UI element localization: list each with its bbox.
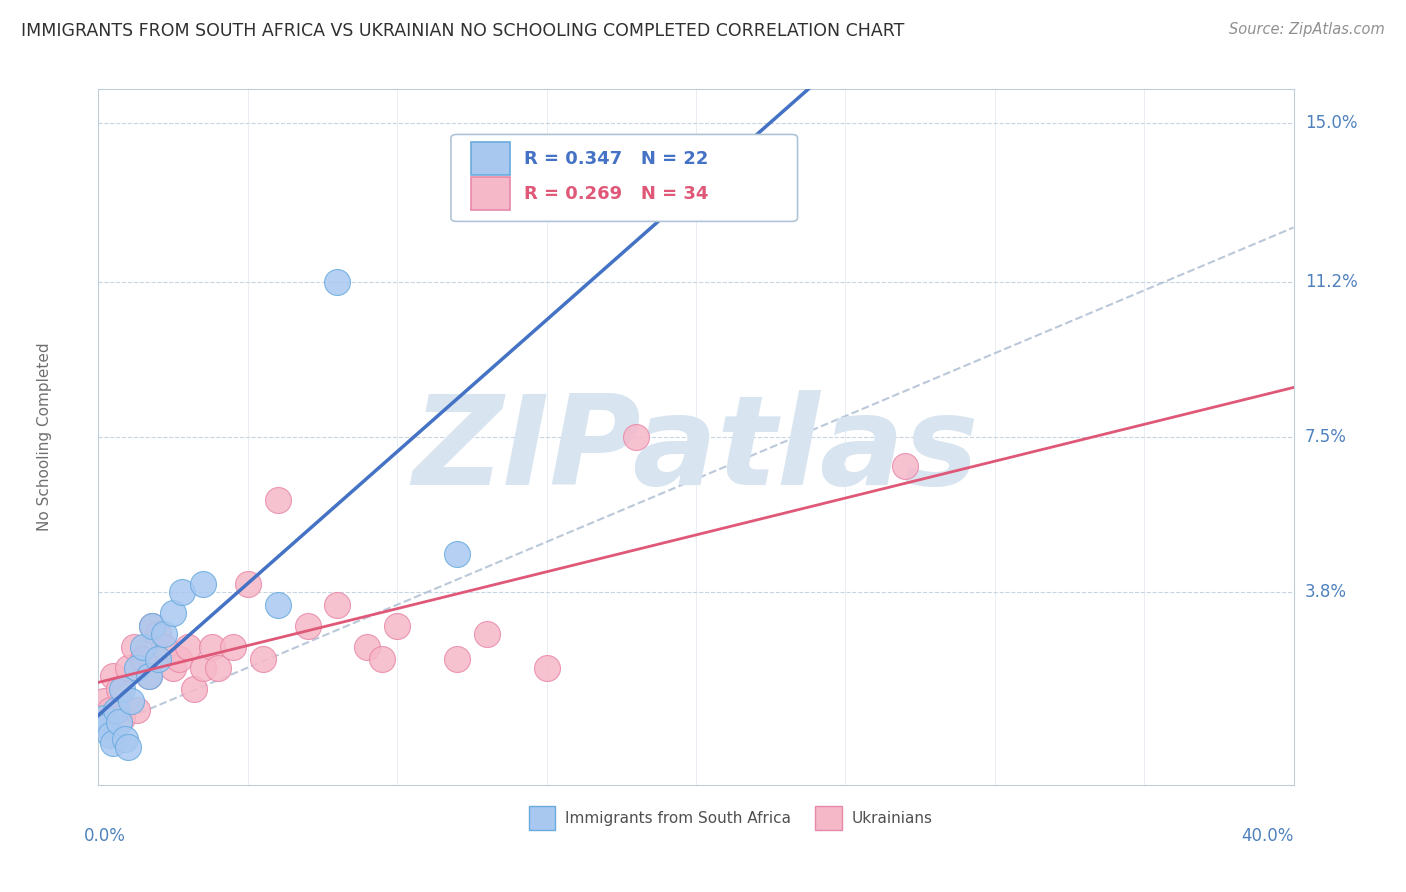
Point <box>96 719 118 733</box>
Point <box>297 618 319 632</box>
Point <box>105 702 128 716</box>
Point <box>153 640 176 654</box>
Point <box>93 711 115 725</box>
FancyBboxPatch shape <box>451 135 797 221</box>
Point <box>148 652 170 666</box>
Point <box>191 576 214 591</box>
Point <box>148 627 170 641</box>
Point <box>201 640 224 654</box>
Text: Source: ZipAtlas.com: Source: ZipAtlas.com <box>1229 22 1385 37</box>
Point <box>267 598 290 612</box>
Point <box>120 694 142 708</box>
Text: ZIPatlas: ZIPatlas <box>413 391 979 511</box>
Point <box>446 652 468 666</box>
Point <box>108 681 131 696</box>
Text: R = 0.347   N = 22: R = 0.347 N = 22 <box>524 150 709 168</box>
Point <box>93 694 115 708</box>
Point <box>132 640 155 654</box>
Point <box>111 711 134 725</box>
Point <box>207 660 229 674</box>
Point <box>183 681 205 696</box>
Point <box>108 715 131 730</box>
Point <box>236 576 259 591</box>
Point <box>177 640 200 654</box>
Point <box>446 548 468 562</box>
Text: 15.0%: 15.0% <box>1305 114 1357 132</box>
Point <box>172 585 194 599</box>
Point <box>98 702 122 716</box>
Text: IMMIGRANTS FROM SOUTH AFRICA VS UKRAINIAN NO SCHOOLING COMPLETED CORRELATION CHA: IMMIGRANTS FROM SOUTH AFRICA VS UKRAINIA… <box>21 22 904 40</box>
Point <box>385 618 409 632</box>
Text: No Schooling Completed: No Schooling Completed <box>37 343 52 532</box>
Point <box>103 669 125 683</box>
Bar <box>471 142 509 176</box>
Point <box>356 640 378 654</box>
Point <box>267 492 290 507</box>
Point <box>153 627 176 641</box>
Point <box>114 731 136 746</box>
Point <box>222 640 245 654</box>
Point <box>132 652 155 666</box>
Point <box>127 660 149 674</box>
Point <box>326 275 349 289</box>
Point <box>475 627 498 641</box>
Point <box>371 652 394 666</box>
Point <box>98 728 122 742</box>
Point <box>162 660 184 674</box>
Point <box>141 618 163 632</box>
Point <box>252 652 274 666</box>
Point <box>117 740 139 755</box>
Bar <box>471 177 509 211</box>
Text: 3.8%: 3.8% <box>1305 583 1347 601</box>
Text: 40.0%: 40.0% <box>1241 827 1294 845</box>
Point <box>536 660 558 674</box>
Point <box>191 660 214 674</box>
Text: 0.0%: 0.0% <box>83 827 125 845</box>
Point <box>124 640 146 654</box>
Text: R = 0.269   N = 34: R = 0.269 N = 34 <box>524 185 709 202</box>
Point <box>626 430 648 444</box>
Text: Ukrainians: Ukrainians <box>852 811 932 825</box>
Bar <box>815 805 842 830</box>
Text: 11.2%: 11.2% <box>1305 273 1357 291</box>
Point <box>162 606 184 620</box>
Point <box>894 459 917 474</box>
Point <box>138 669 160 683</box>
Point <box>127 702 149 716</box>
Text: 7.5%: 7.5% <box>1305 428 1347 446</box>
Bar <box>529 805 555 830</box>
Point <box>141 618 163 632</box>
Point <box>326 598 349 612</box>
Point <box>103 736 125 750</box>
Text: Immigrants from South Africa: Immigrants from South Africa <box>565 811 790 825</box>
Point <box>111 681 134 696</box>
Point <box>117 660 139 674</box>
Point <box>138 669 160 683</box>
Point <box>167 652 190 666</box>
